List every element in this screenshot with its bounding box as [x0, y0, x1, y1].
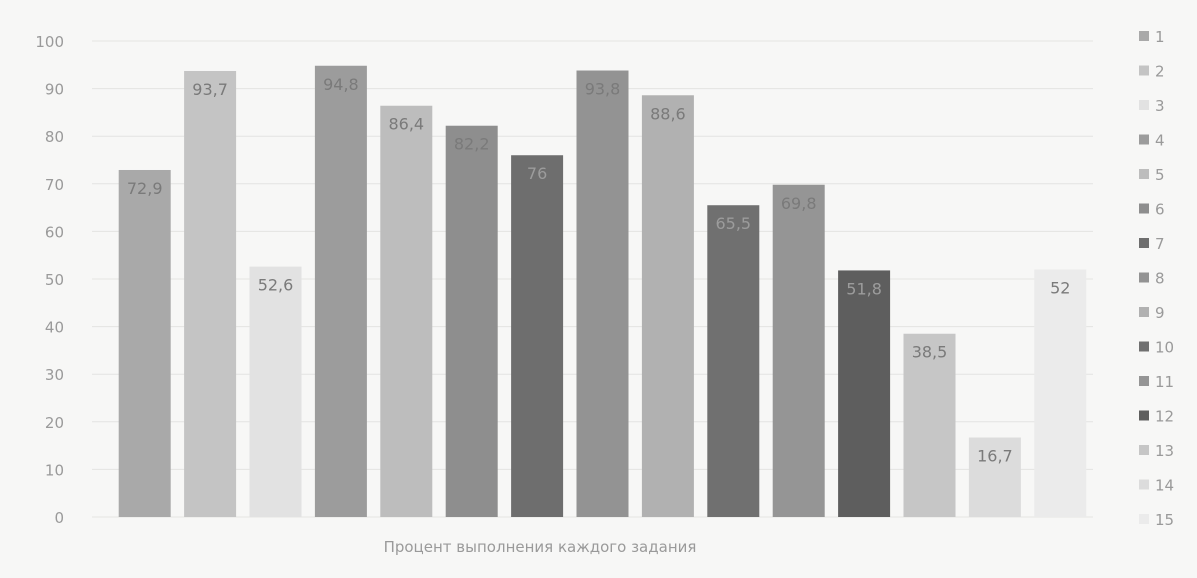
- legend-label-1: 1: [1155, 28, 1165, 46]
- bar-4: [314, 65, 367, 517]
- data-labels: 72,9 93,7 52,6 94,8 86,4 82,2 76 93,8 88,6 65,5 69…: [127, 75, 1071, 466]
- y-tick-label: 10: [45, 461, 64, 479]
- data-label-2: 93,7: [192, 80, 228, 99]
- legend-label-15: 15: [1155, 511, 1174, 529]
- data-label-5: 86,4: [388, 115, 424, 134]
- y-tick-label: 30: [45, 366, 64, 384]
- bar-11: [772, 184, 825, 517]
- data-label-8: 93,8: [585, 80, 621, 99]
- data-label-3: 52,6: [258, 276, 294, 295]
- legend-swatch-10: [1139, 341, 1149, 352]
- data-label-6: 82,2: [454, 135, 490, 154]
- legend-label-8: 8: [1155, 270, 1165, 288]
- bar-9: [641, 95, 694, 517]
- legend-label-2: 2: [1155, 63, 1165, 81]
- bar-12: [838, 270, 891, 517]
- legend-swatch-4: [1139, 134, 1149, 145]
- data-label-14: 16,7: [977, 447, 1013, 466]
- legend-label-7: 7: [1155, 235, 1165, 253]
- legend-label-9: 9: [1155, 304, 1165, 322]
- legend-label-13: 13: [1155, 442, 1174, 460]
- y-tick-label: 20: [45, 414, 64, 432]
- legend-swatch-9: [1139, 307, 1149, 317]
- y-tick-label: 80: [45, 128, 64, 146]
- y-tick-label: 50: [45, 271, 64, 289]
- legend-label-6: 6: [1155, 201, 1165, 219]
- data-label-9: 88,6: [650, 104, 686, 123]
- legend-swatch-8: [1139, 272, 1149, 283]
- legend-swatch-2: [1139, 65, 1149, 76]
- bars: [118, 65, 1087, 518]
- y-tick-label: 70: [45, 176, 64, 194]
- legend-label-4: 4: [1155, 132, 1165, 150]
- legend-swatch-7: [1139, 238, 1149, 248]
- data-label-12: 51,8: [846, 279, 882, 298]
- bar-3: [249, 266, 302, 517]
- y-tick-label: 90: [45, 81, 64, 99]
- legend-swatch-1: [1139, 31, 1149, 41]
- bar-8: [576, 70, 629, 518]
- legend-label-5: 5: [1155, 166, 1165, 184]
- legend-swatch-6: [1139, 203, 1149, 214]
- y-tick-label: 60: [45, 223, 64, 241]
- legend-label-3: 3: [1155, 97, 1165, 115]
- data-label-11: 69,8: [781, 194, 817, 213]
- data-label-7: 76: [527, 164, 547, 183]
- bar-14: [968, 437, 1021, 517]
- data-label-1: 72,9: [127, 179, 163, 198]
- legend-swatch-12: [1139, 410, 1149, 421]
- legend-swatch-11: [1139, 376, 1149, 386]
- y-tick-label: 40: [45, 319, 64, 337]
- y-tick-label: 0: [54, 509, 64, 527]
- legend-swatch-15: [1139, 514, 1149, 524]
- y-axis-ticks: 0 10 20 30 40 50 60 70 80 90 100: [35, 33, 64, 527]
- y-tick-label: 100: [35, 33, 64, 51]
- legend-label-12: 12: [1155, 408, 1174, 426]
- legend-label-10: 10: [1155, 339, 1174, 357]
- bar-6: [445, 125, 498, 517]
- bar-13: [903, 333, 956, 517]
- bar-5: [380, 105, 433, 518]
- legend-label-11: 11: [1155, 373, 1174, 391]
- legend-swatch-5: [1139, 169, 1149, 179]
- bar-1: [118, 169, 171, 517]
- x-axis-title: Процент выполнения каждого задания: [383, 538, 697, 556]
- data-label-13: 38,5: [912, 343, 948, 362]
- bar-15: [1034, 269, 1087, 517]
- legend-swatch-3: [1139, 100, 1149, 110]
- data-label-10: 65,5: [715, 214, 751, 233]
- bar-7: [511, 155, 564, 518]
- legend-label-14: 14: [1155, 477, 1174, 495]
- bar-2: [184, 70, 237, 517]
- bar-10: [707, 205, 760, 517]
- legend-swatch-13: [1139, 445, 1149, 455]
- data-label-15: 52: [1050, 278, 1070, 297]
- data-label-4: 94,8: [323, 75, 359, 94]
- legend-swatch-14: [1139, 479, 1149, 490]
